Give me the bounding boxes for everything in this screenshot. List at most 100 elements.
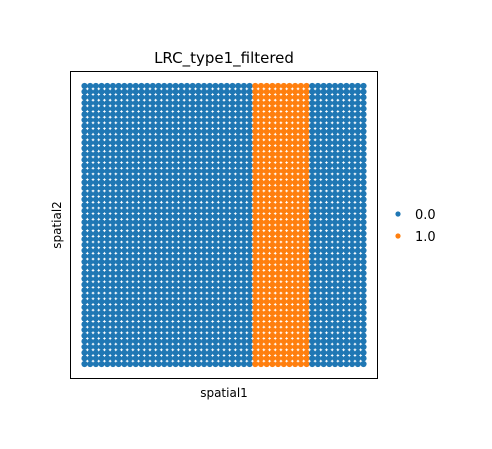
data-point: [240, 326, 248, 334]
data-point: [331, 162, 339, 169]
data-point: [309, 355, 316, 362]
data-point: [138, 360, 145, 368]
data-point: [331, 196, 339, 203]
data-point: [195, 145, 202, 152]
data-point: [223, 315, 230, 322]
data-point: [166, 270, 174, 277]
data-point: [252, 94, 259, 101]
data-point: [87, 241, 94, 248]
data-point: [178, 258, 185, 265]
data-point: [104, 287, 111, 294]
data-point: [172, 162, 179, 169]
data-point: [115, 332, 122, 339]
data-point: [320, 219, 327, 226]
data-point: [183, 275, 191, 282]
data-point: [292, 309, 299, 317]
data-point: [314, 304, 322, 311]
data-point: [166, 122, 174, 129]
data-point: [314, 168, 322, 175]
data-point: [126, 94, 134, 101]
data-point: [126, 281, 134, 288]
data-point: [320, 173, 327, 180]
data-point: [246, 360, 253, 368]
data-point: [286, 219, 293, 226]
data-point: [178, 281, 185, 288]
data-point: [246, 179, 253, 186]
data-point: [178, 275, 185, 282]
data-point: [166, 99, 174, 107]
data-point: [92, 292, 99, 300]
data-point: [149, 275, 156, 282]
data-point: [354, 213, 361, 220]
data-point: [149, 196, 156, 203]
data-point: [206, 94, 213, 101]
data-point: [200, 179, 208, 186]
data-point: [98, 281, 105, 288]
data-point: [166, 275, 174, 282]
data-point: [252, 349, 259, 356]
data-point: [349, 355, 356, 362]
data-point: [149, 150, 156, 158]
data-point: [292, 264, 299, 271]
data-point: [223, 82, 230, 90]
data-point: [326, 196, 333, 203]
data-point: [240, 99, 248, 107]
data-point: [172, 82, 179, 90]
data-point: [212, 150, 219, 158]
data-point: [297, 196, 304, 203]
data-point: [92, 82, 99, 90]
data-point: [81, 168, 88, 175]
data-point: [212, 247, 219, 254]
data-point: [172, 185, 179, 192]
data-point: [229, 111, 236, 118]
data-point: [274, 116, 282, 124]
data-point: [292, 241, 299, 248]
data-point: [212, 281, 219, 288]
data-point: [274, 275, 282, 282]
data-point: [144, 281, 151, 288]
data-point: [178, 139, 185, 146]
data-point: [263, 338, 270, 345]
data-point: [337, 168, 344, 175]
data-point: [326, 343, 333, 351]
data-point: [183, 139, 191, 146]
data-point: [229, 264, 236, 271]
data-point: [240, 275, 248, 282]
data-point: [354, 207, 361, 214]
data-point: [121, 304, 128, 311]
data-point: [257, 315, 265, 322]
data-point: [269, 321, 276, 328]
data-point: [178, 241, 185, 248]
data-point: [292, 105, 299, 112]
data-point: [121, 185, 128, 192]
data-point: [81, 321, 88, 328]
data-point: [257, 247, 265, 254]
data-point: [126, 156, 134, 163]
data-point: [343, 332, 350, 339]
data-point: [343, 298, 350, 305]
data-point: [229, 213, 236, 220]
data-point: [286, 133, 293, 141]
data-point: [104, 292, 111, 300]
data-point: [235, 105, 242, 112]
data-point: [223, 213, 230, 220]
data-point: [92, 88, 99, 95]
data-point: [360, 190, 367, 197]
data-point: [235, 179, 242, 186]
data-point: [132, 236, 139, 243]
data-point: [343, 292, 350, 300]
data-point: [354, 349, 361, 356]
data-point: [149, 99, 156, 107]
data-point: [246, 213, 253, 220]
data-point: [161, 338, 168, 345]
data-point: [349, 145, 356, 152]
data-point: [303, 241, 310, 248]
data-point: [263, 202, 270, 209]
data-point: [149, 88, 156, 95]
data-point: [297, 133, 304, 141]
data-point: [206, 304, 213, 311]
data-point: [229, 116, 236, 124]
data-point: [354, 332, 361, 339]
data-point: [286, 264, 293, 271]
data-point: [178, 315, 185, 322]
